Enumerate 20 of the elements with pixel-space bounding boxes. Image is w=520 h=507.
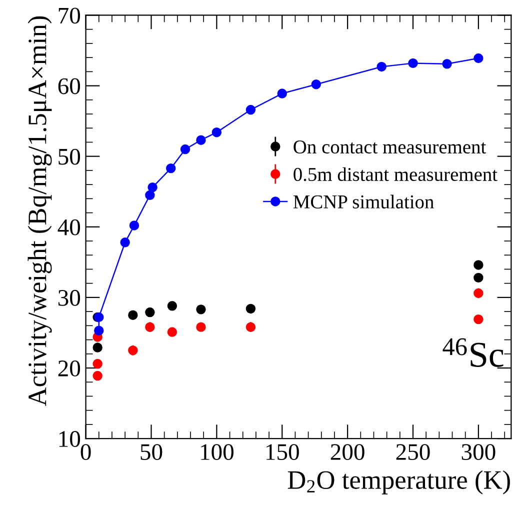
y-axis-title: Activity/weight (Bq/mg/1.5μA×min) — [28, 16, 52, 406]
y-tick-label: 70 — [58, 8, 80, 24]
x-tick-label: 50 — [140, 444, 162, 460]
x-tick-label: 200 — [330, 444, 364, 460]
x-tick-label: 100 — [201, 444, 234, 460]
legend-label: MCNP simulation — [293, 194, 434, 208]
x-tick-label: 250 — [396, 444, 430, 460]
legend-label: On contact measurement — [294, 140, 486, 154]
legend-label: 0.5m distant measurement — [294, 167, 498, 182]
annotation: $^{46}$Sc — [442, 338, 504, 367]
y-tick-label: 20 — [58, 360, 80, 376]
x-tick-label: 300 — [462, 444, 496, 460]
y-tick-label: 50 — [58, 148, 80, 165]
y-tick-label: 10 — [59, 431, 80, 447]
y-tick-label: 40 — [58, 219, 80, 236]
x-tick-label: 150 — [266, 444, 299, 460]
y-tick-label: 60 — [58, 78, 80, 94]
x-tick-label: 0 — [80, 444, 91, 460]
x-axis-title: D$_{2}$O temperature (K) — [288, 470, 510, 494]
y-tick-label: 30 — [58, 290, 80, 306]
